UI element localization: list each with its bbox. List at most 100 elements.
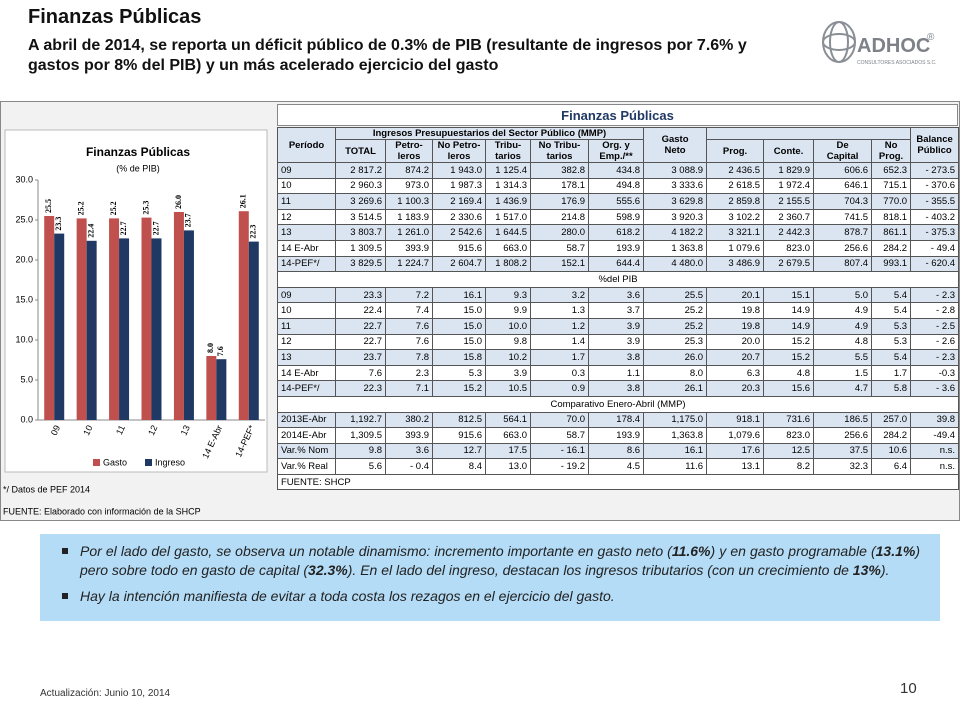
table-cell: 3.9 <box>485 364 531 382</box>
table-cell: 2 436.5 <box>706 162 765 179</box>
table-cell: 14.9 <box>763 317 815 335</box>
table-row: 09 23.3 7.2 16.1 9.3 3.2 3.6 25.5 20.1 15.1 5.0 5.4… <box>277 286 960 304</box>
data-label: 23.3 <box>54 217 63 231</box>
period-cell: 10 <box>277 302 336 319</box>
y-tick-label: 20.0 <box>15 254 33 264</box>
table-cell: 1,363.8 <box>643 427 708 444</box>
table-cell: 878.7 <box>813 224 873 241</box>
table-cell: n.s. <box>910 458 960 475</box>
bullet-text: ) pero sobre todo en gasto de capital ( <box>80 543 920 578</box>
source: FUENTE: Elaborado con información de la … <box>3 506 201 516</box>
slide-title: Finanzas Públicas <box>28 6 202 28</box>
table-cell: 5.8 <box>871 380 912 397</box>
data-label: 25.5 <box>44 199 53 213</box>
header-cell: No Tribu- tarios <box>530 139 589 163</box>
table-cell: 193.9 <box>587 239 645 257</box>
table-cell: 15.2 <box>432 380 486 397</box>
table-cell: - 2.6 <box>910 333 960 351</box>
table-cell: - 620.4 <box>910 255 960 273</box>
table-cell: 1 644.5 <box>485 224 531 241</box>
table-cell: 5.6 <box>335 458 386 475</box>
bar <box>119 238 130 420</box>
table-cell: 1.2 <box>530 317 589 335</box>
table-cell: 152.1 <box>530 255 589 273</box>
table-cell: 25.3 <box>643 333 708 351</box>
table-cell: 393.9 <box>385 239 433 257</box>
header-cell: Ingresos Presupuestarios del Sector Públ… <box>334 127 645 140</box>
table-cell: 4.8 <box>813 333 873 351</box>
data-label: 23.7 <box>184 213 193 227</box>
table-cell: 1 100.3 <box>385 193 433 210</box>
logo-tagline: CONSULTORES ASOCIADOS S.C. <box>857 60 937 66</box>
table-cell: 5.0 <box>813 286 873 304</box>
table-cell: 284.2 <box>871 239 912 257</box>
table-cell: 15.2 <box>763 349 815 366</box>
table-cell: 70.0 <box>530 411 589 429</box>
table-cell: 1 808.2 <box>485 255 531 273</box>
table-cell: 1 183.9 <box>385 208 433 226</box>
bar <box>206 356 217 420</box>
section-row: %del PIB <box>276 271 960 288</box>
table-cell: 3.9 <box>587 317 645 335</box>
table-cell: 19.8 <box>706 317 765 335</box>
period-cell: 13 <box>277 224 336 241</box>
x-tick-label: 11 <box>114 424 127 437</box>
table-cell: 652.3 <box>871 162 912 179</box>
table-cell: 1.4 <box>530 333 589 351</box>
table-cell: 9.8 <box>335 442 386 460</box>
table-cell: 4.8 <box>763 364 815 382</box>
table-cell: 4 182.2 <box>643 224 708 241</box>
period-cell: 11 <box>277 317 336 335</box>
logo-name: ADHOC <box>857 35 930 57</box>
table-cell: 2 442.3 <box>763 224 815 241</box>
table-cell: 2 618.5 <box>706 177 765 195</box>
table-cell: 4.7 <box>813 380 873 397</box>
table-row: 12 3 514.5 1 183.9 2 330.6 1 517.0 214.8 598.9… <box>277 208 960 226</box>
period-cell: 12 <box>277 333 336 351</box>
table-cell: 2 542.6 <box>432 224 486 241</box>
bar <box>76 218 87 420</box>
table-cell: 23.7 <box>335 349 386 366</box>
table-cell: 2 155.5 <box>763 193 815 210</box>
table-cell: 3.7 <box>587 302 645 319</box>
table-cell: 1.3 <box>530 302 589 319</box>
table-cell: - 16.1 <box>530 442 589 460</box>
table-cell: 3 321.1 <box>706 224 765 241</box>
bar <box>248 241 259 420</box>
table-cell: 1.5 <box>813 364 873 382</box>
table-cell: 3 088.9 <box>643 162 708 179</box>
table-cell: 15.0 <box>432 302 486 319</box>
table-cell: 7.8 <box>385 349 433 366</box>
table-title: Finanzas Públicas <box>277 104 958 126</box>
table-cell: 3 803.7 <box>335 224 386 241</box>
table-cell: 176.9 <box>530 193 589 210</box>
table-cell: 15.8 <box>432 349 486 366</box>
header-cell: No Prog. <box>871 139 912 163</box>
table-cell: 10.0 <box>485 317 531 335</box>
bar <box>151 238 162 420</box>
table-cell: 4.9 <box>813 317 873 335</box>
table-cell: 1 363.8 <box>643 239 708 257</box>
table-row: 09 2 817.2 874.2 1 943.0 1 125.4 382.8 434.8 3 … <box>277 162 960 179</box>
table-cell: 186.5 <box>813 411 873 429</box>
table-cell: 8.6 <box>587 442 645 460</box>
table-cell: 663.0 <box>485 427 531 444</box>
header-row: Período Ingresos Presupuestarios del Sect… <box>277 127 960 163</box>
table-cell: 5.4 <box>871 349 912 366</box>
table-row: Var.% Real 5.6- 0.4 8.4 13.0- 19.2 4.5 11.6 13… <box>277 458 960 475</box>
table-cell: 3 920.3 <box>643 208 708 226</box>
header-cell: Tribu- tarios <box>485 139 531 163</box>
data-label: 8.0 <box>206 343 215 353</box>
table-cell: 0.9 <box>530 380 589 397</box>
bullet-text: 11.6% <box>671 543 711 559</box>
table-cell: 3 629.8 <box>643 193 708 210</box>
table-row: 12 22.7 7.6 15.0 9.8 1.4 3.9 25.3 20.0 15.2 4.8 5.3… <box>277 333 960 351</box>
period-cell: Var.% Nom <box>277 442 336 460</box>
table-cell: 915.6 <box>432 239 486 257</box>
bullet-text: Por el lado del gasto, se observa un not… <box>80 543 672 559</box>
table-cell: 3.8 <box>587 380 645 397</box>
table-cell: 2 169.4 <box>432 193 486 210</box>
table-cell: 3 102.2 <box>706 208 765 226</box>
page-number: 10 <box>900 680 917 697</box>
bullet-text: 32.3% <box>308 562 348 578</box>
